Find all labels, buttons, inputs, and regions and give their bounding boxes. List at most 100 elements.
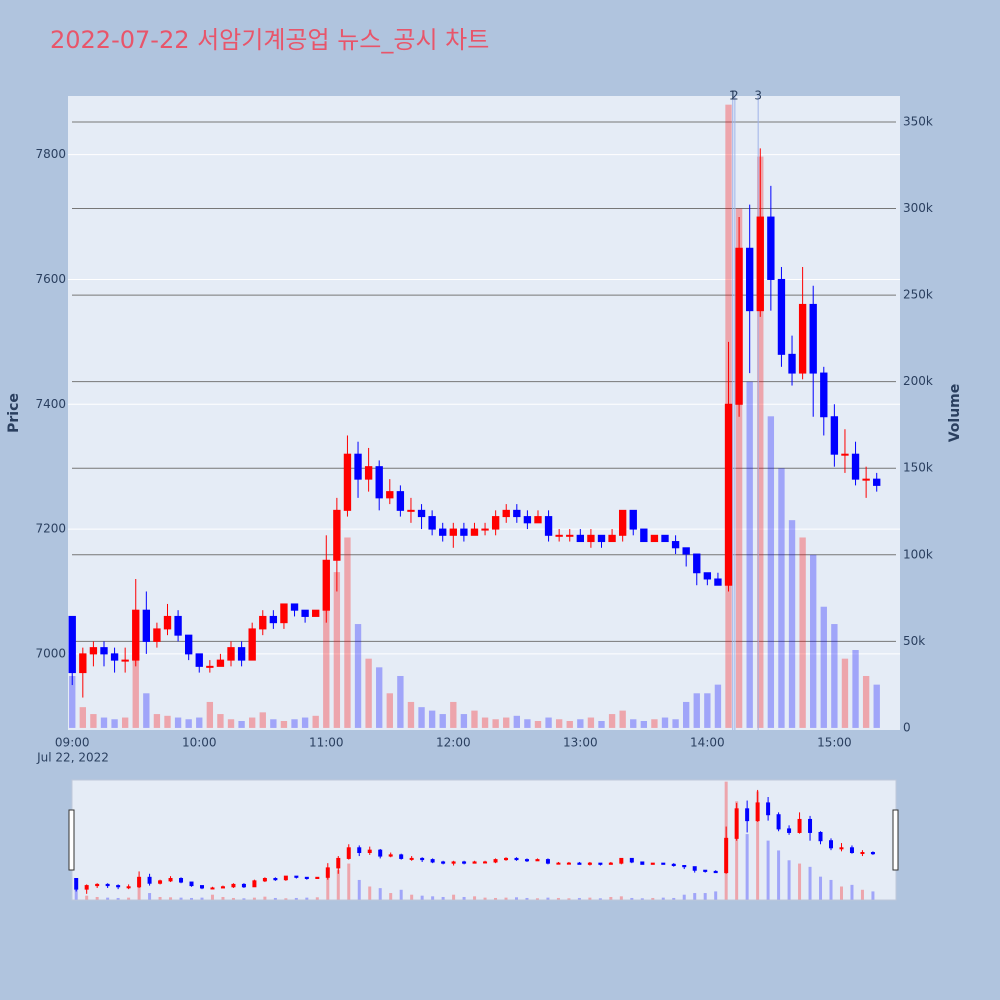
slider-candle-body	[577, 862, 582, 865]
candle-body	[841, 453, 849, 456]
slider-volume-bar	[682, 894, 686, 900]
candle-body	[280, 603, 288, 624]
volume-bar	[249, 717, 256, 728]
slider-candle-body	[126, 886, 131, 889]
candle-body	[322, 559, 330, 611]
slider-volume-bar	[756, 791, 760, 900]
slider-volume-bar	[777, 850, 781, 900]
volume-bar	[100, 717, 108, 728]
candle-body	[798, 303, 807, 374]
slider-candle-body	[84, 885, 89, 890]
slider-candle-body	[556, 862, 561, 865]
slider-volume-bar	[735, 801, 739, 900]
volume-bar	[259, 712, 266, 728]
slider-candle-body	[493, 859, 498, 863]
volume-bar	[143, 693, 150, 728]
candle-body	[301, 609, 309, 617]
volume-bar	[418, 707, 425, 728]
slider-volume-bar	[137, 886, 141, 900]
candle-body	[566, 534, 574, 537]
slider-volume-bar	[871, 891, 875, 900]
slider-candle-body	[545, 859, 550, 864]
candle-body	[491, 516, 500, 530]
volume-bar	[185, 719, 192, 728]
slider-candle-body	[210, 887, 215, 890]
volume-bar	[333, 572, 341, 728]
slider-volume-bar	[703, 893, 707, 900]
slider-volume-bar	[273, 897, 277, 900]
candle-body	[184, 634, 193, 655]
volume-bar	[534, 720, 542, 728]
slider-volume-bar	[95, 896, 99, 900]
y-tick-label: 7600	[35, 272, 66, 286]
slider-candle-body	[713, 870, 718, 874]
volume-bar	[79, 707, 86, 728]
slider-candle-body	[315, 876, 320, 880]
slider-candle-body	[829, 840, 834, 849]
candle-body	[756, 216, 764, 312]
slider-volume-bar	[127, 897, 131, 900]
candle-body	[68, 615, 76, 674]
slider-candle-body	[325, 867, 330, 878]
candle-body	[216, 659, 225, 667]
candle-body	[682, 547, 690, 555]
candle-body	[555, 534, 563, 537]
candle-body	[375, 466, 383, 499]
volume-bar	[503, 717, 510, 728]
candle-body	[100, 647, 108, 655]
slider-volume-bar	[74, 889, 78, 900]
slider-volume-bar	[420, 895, 424, 900]
slider-candle-body	[283, 875, 288, 881]
volume-bar	[778, 468, 785, 728]
slider-volume-bar	[252, 897, 256, 900]
slider-volume-bar	[294, 897, 298, 900]
x-tick-label: 13:00	[563, 736, 598, 750]
slider-volume-bar	[546, 897, 550, 900]
slider-candle-body	[692, 866, 697, 871]
slider-volume-bar	[179, 897, 183, 900]
slider-volume-bar	[577, 897, 581, 900]
slider-volume-bar	[567, 898, 571, 900]
slider-volume-bar	[535, 898, 539, 900]
slider-volume-bar	[231, 897, 235, 900]
slider-candle-body	[755, 802, 760, 822]
slider-candle-body	[179, 878, 184, 883]
slider-candle-body	[420, 857, 425, 861]
slider-candle-body	[357, 847, 362, 854]
candle-body	[767, 216, 775, 280]
slider-volume-bar	[525, 897, 529, 900]
slider-candle-body	[849, 847, 854, 854]
slider-volume-bar	[158, 896, 162, 900]
volume-bar	[196, 717, 203, 728]
slider-candle-body	[189, 881, 194, 887]
volume-bar	[619, 710, 626, 728]
candle-body	[650, 534, 659, 543]
slider-volume-bar	[640, 898, 644, 900]
volume-bar	[757, 156, 764, 728]
slider-candle-body	[367, 849, 372, 854]
slider-volume-bar	[399, 889, 403, 900]
slider-candle-body	[147, 876, 152, 884]
slider-candle-body	[199, 885, 204, 889]
candle-body	[788, 353, 796, 374]
candle-body	[576, 534, 585, 543]
volume-bar	[397, 675, 404, 728]
candle-body	[851, 453, 860, 480]
slider-volume-bar	[336, 870, 340, 900]
volume-bar	[90, 714, 97, 728]
volume-bar	[799, 537, 806, 728]
volume-bar	[598, 720, 605, 728]
candle-body	[661, 534, 669, 543]
slider-candle-body	[137, 876, 142, 888]
slider-volume-bar	[839, 886, 843, 900]
slider-volume-bar	[190, 897, 194, 900]
candle-body	[746, 247, 754, 312]
x-tick-label: 09:00	[55, 736, 90, 750]
volume-bar	[524, 719, 531, 728]
slider-candle-body	[745, 808, 750, 822]
volume-bar	[873, 684, 880, 728]
volume-bar	[69, 675, 76, 728]
slider-candle-body	[808, 818, 813, 833]
candle-body	[587, 534, 595, 543]
